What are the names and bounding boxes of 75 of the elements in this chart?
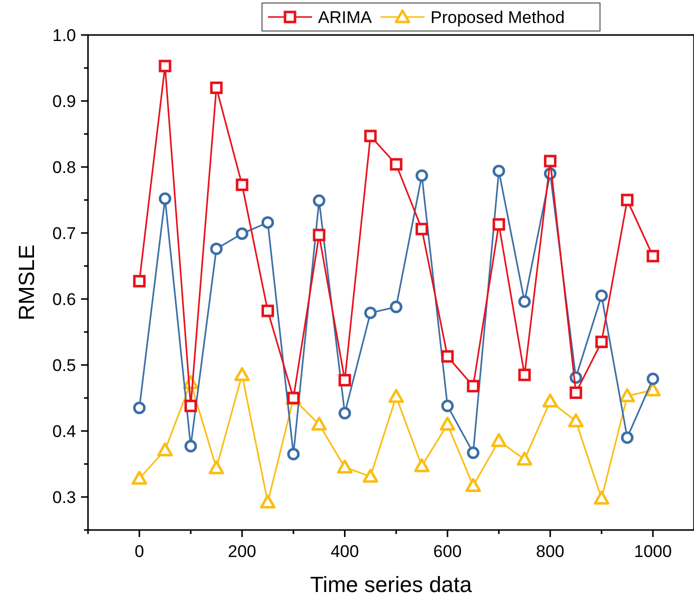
x-axis-title: Time series data [310, 572, 473, 597]
point [210, 82, 223, 94]
point [338, 406, 352, 420]
legend-label: ARIMA [318, 8, 372, 27]
point [311, 416, 327, 431]
y-tick-label: 0.8 [52, 158, 76, 177]
point [441, 400, 454, 412]
point [390, 300, 402, 314]
y-tick-label: 0.5 [52, 356, 76, 375]
point [518, 368, 531, 382]
point [312, 194, 326, 207]
point [619, 388, 635, 402]
legend-label: Proposed Method [430, 8, 565, 27]
point [466, 446, 480, 460]
point [208, 460, 224, 474]
point [516, 452, 532, 466]
point [416, 222, 428, 236]
point [465, 478, 481, 492]
point [595, 336, 608, 348]
point [568, 413, 584, 428]
point [236, 178, 248, 192]
point [492, 164, 506, 178]
point [491, 433, 507, 448]
point [620, 431, 634, 444]
point [312, 228, 326, 242]
point [260, 494, 276, 509]
x-tick-label: 800 [536, 542, 564, 561]
point [364, 306, 377, 320]
point [518, 295, 531, 308]
point [441, 350, 454, 363]
point [157, 442, 173, 456]
x-tick-label: 600 [433, 542, 462, 561]
y-tick-label: 0.6 [52, 290, 76, 309]
x-tick-label: 0 [134, 542, 144, 561]
point [261, 304, 274, 318]
point [364, 130, 377, 142]
point [390, 158, 402, 171]
point [362, 468, 378, 483]
y-tick-label: 0.7 [52, 224, 76, 243]
point [492, 218, 506, 231]
y-axis-title: RMSLE [14, 244, 39, 320]
x-tick-label: 200 [228, 542, 256, 561]
point [133, 402, 146, 414]
point [620, 194, 634, 206]
y-tick-label: 1.0 [52, 26, 76, 45]
point [388, 388, 404, 403]
point [184, 400, 197, 412]
point [338, 374, 352, 386]
point [132, 470, 148, 485]
point [158, 192, 172, 205]
x-tick-label: 400 [330, 542, 359, 561]
point [261, 216, 274, 229]
point [234, 367, 250, 382]
point [133, 274, 146, 288]
point [158, 60, 172, 72]
y-tick-label: 0.9 [52, 92, 76, 111]
point [466, 380, 480, 392]
point [440, 416, 456, 431]
point [414, 458, 430, 472]
point [416, 169, 428, 182]
point [594, 490, 610, 505]
point [210, 242, 223, 256]
point [646, 372, 660, 386]
point [236, 227, 248, 240]
y-tick-label: 0.4 [52, 422, 76, 441]
point [646, 250, 660, 262]
x-tick-label: 1000 [634, 542, 672, 561]
point [337, 460, 353, 474]
point [184, 440, 197, 452]
point [570, 386, 582, 399]
point [287, 448, 300, 460]
point [544, 154, 556, 168]
point [595, 289, 608, 302]
point [542, 394, 558, 408]
y-tick-label: 0.3 [52, 488, 76, 507]
